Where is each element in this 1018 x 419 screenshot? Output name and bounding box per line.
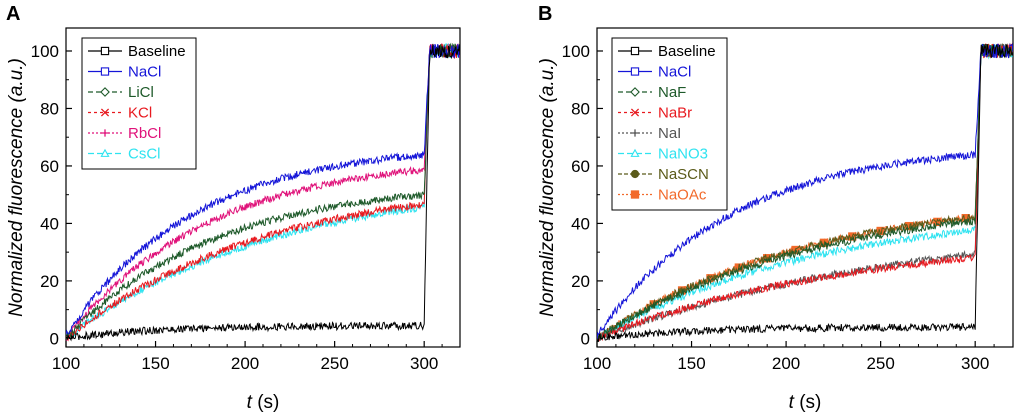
series-line-baseline — [66, 43, 460, 342]
panel-b-x-tick-label: 200 — [772, 354, 800, 373]
legend-label-naf: NaF — [658, 84, 686, 101]
series-line-nacl — [66, 43, 460, 335]
legend-marker-nai — [631, 129, 639, 137]
series-line-nacl — [597, 43, 1013, 340]
panel-b-y-tick-label: 100 — [562, 42, 590, 61]
panel-a-x-tick-label: 100 — [52, 354, 80, 373]
legend-label-nacl: NaCl — [128, 64, 161, 81]
legend-marker-nabr — [630, 108, 640, 117]
legend-marker-nacl — [630, 67, 640, 76]
panel-a-y-tick-label: 20 — [40, 272, 59, 291]
series-line-licl — [66, 42, 460, 341]
legend-label-nabr: NaBr — [658, 105, 692, 122]
panel-a-y-tick-label: 0 — [50, 329, 59, 348]
panel-a-x-tick-label: 150 — [141, 354, 169, 373]
legend-marker-cscl — [100, 148, 110, 157]
panel-b-x-tick-label: 100 — [583, 354, 611, 373]
panel-a-traces — [66, 42, 460, 342]
legend-label-cscl: CsCl — [128, 146, 161, 163]
panel-a-legend-box — [81, 37, 197, 170]
panel-a: 100 150 200 250 300 0 20 40 60 80 100 t (s) Normaliz… — [6, 27, 461, 413]
legend-label-kcl: KCl — [128, 105, 152, 122]
series-line-naf — [597, 43, 1013, 343]
series-line-rbcl — [66, 42, 460, 341]
panel-a-x-tick-label: 300 — [410, 354, 438, 373]
legend-marker-licl — [100, 87, 110, 97]
series-line-baseline — [597, 43, 1013, 343]
legend-marker-rbcl — [101, 129, 109, 137]
panel-b-traces — [597, 42, 1013, 343]
panel-letter-a: A — [6, 3, 20, 25]
panel-a-x-tick-label: 250 — [320, 354, 348, 373]
series-line-nano3 — [597, 44, 1013, 342]
legend-marker-baseline — [630, 46, 640, 56]
panel-a-y-tick-label: 100 — [31, 42, 59, 61]
legend-label-naoac: NaOAc — [658, 187, 707, 204]
legend-label-nacl: NaCl — [658, 64, 691, 81]
legend-label-nascn: NaSCN — [658, 166, 709, 183]
panel-b-x-axis-title: t (s) — [789, 392, 822, 413]
legend-label-rbcl: RbCl — [128, 125, 161, 142]
panel-b-legend-box — [611, 37, 728, 211]
panel-b-y-tick-label: 40 — [571, 214, 590, 233]
legend-label-nai: NaI — [658, 125, 681, 142]
panel-b-x-tick-label: 250 — [866, 354, 894, 373]
panel-a-y-tick-label: 60 — [40, 157, 59, 176]
legend-label-licl: LiCl — [128, 84, 154, 101]
legend-marker-kcl — [100, 108, 110, 117]
panel-b: 100 150 200 250 300 0 20 40 60 80 100 t (s) Normaliz… — [537, 27, 1014, 413]
legend-marker-nascn — [630, 169, 640, 179]
series-line-nai — [597, 43, 1013, 342]
panel-b-y-tick-label: 20 — [571, 272, 590, 291]
legend-label-nano3: NaNO3 — [658, 146, 708, 163]
panel-b-y-tick-label: 60 — [571, 157, 590, 176]
series-line-kcl — [66, 43, 460, 342]
panel-b-y-axis-title: Normalized fluorescence (a.u.) — [537, 58, 558, 317]
legend-marker-nacl — [100, 67, 110, 76]
series-line-nabr — [597, 43, 1013, 343]
panel-a-y-tick-label: 80 — [40, 99, 59, 118]
legend-marker-baseline — [100, 46, 110, 56]
panel-a-x-axis-title: t (s) — [247, 392, 280, 413]
panel-b-y-tick-label: 80 — [571, 99, 590, 118]
panel-a-x-tick-label: 200 — [231, 354, 259, 373]
panel-b-x-tick-label: 300 — [961, 354, 989, 373]
panel-b-y-tick-label: 0 — [581, 329, 590, 348]
legend-label-baseline: Baseline — [658, 43, 716, 60]
legend-marker-naoac — [630, 190, 640, 199]
panel-b-x-tick-label: 150 — [677, 354, 705, 373]
legend-label-baseline: Baseline — [128, 43, 186, 60]
panel-a-y-axis-title: Normalized fluorescence (a.u.) — [6, 58, 27, 317]
legend-marker-naf — [630, 87, 640, 97]
panel-a-y-tick-label: 40 — [40, 214, 59, 233]
legend-marker-nano3 — [630, 148, 640, 157]
panel-letter-b: B — [538, 3, 552, 25]
